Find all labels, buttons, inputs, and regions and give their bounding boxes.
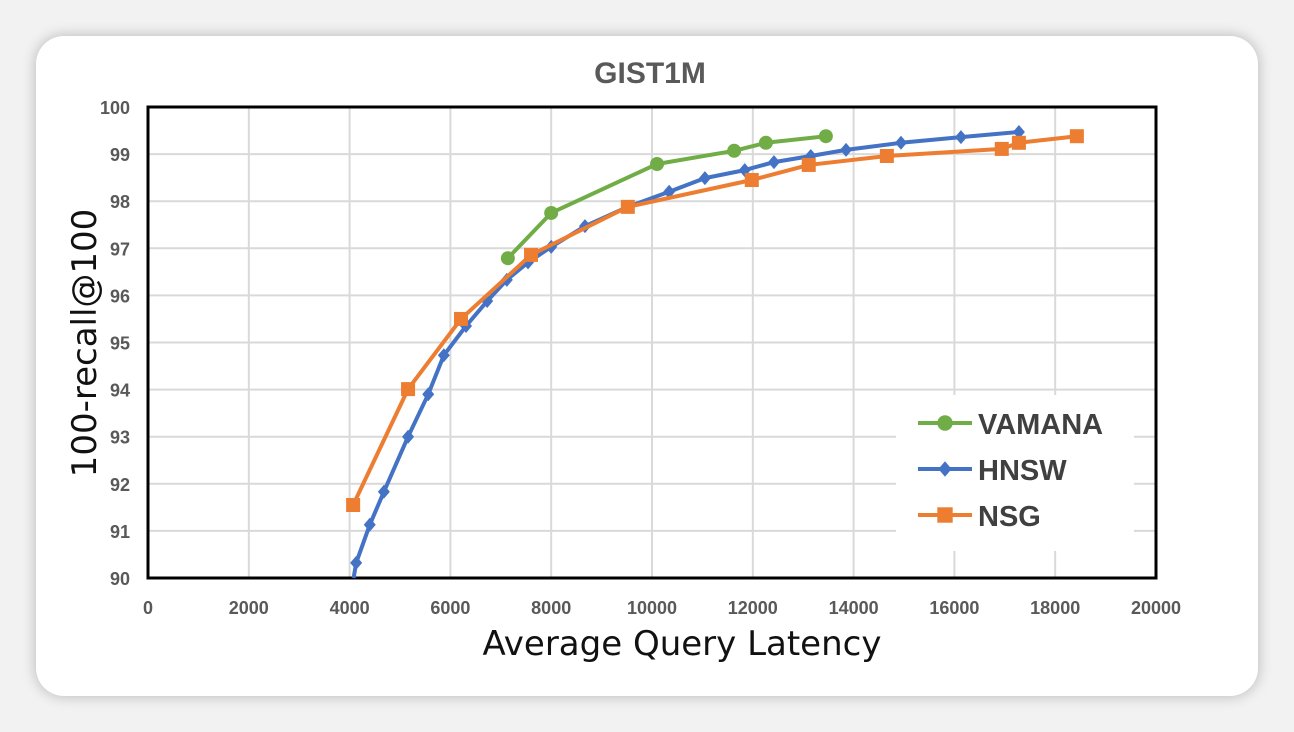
legend-label-vamana: VAMANA (978, 409, 1103, 441)
x-tick-label: 0 (143, 598, 153, 618)
data-point (363, 517, 376, 532)
data-point (346, 497, 361, 512)
data-point (401, 382, 416, 397)
y-tick-label: 97 (110, 239, 130, 259)
data-point (1011, 135, 1026, 150)
x-tick-label: 18000 (1030, 598, 1080, 618)
data-point (402, 429, 415, 444)
data-point (994, 141, 1009, 156)
data-point (744, 173, 759, 188)
series-line (506, 134, 827, 260)
y-tick-label: 95 (110, 334, 130, 354)
legend-marker (938, 461, 952, 477)
legend-marker (937, 415, 953, 431)
data-point (500, 272, 513, 287)
legend-label-nsg: NSG (978, 501, 1041, 533)
x-tick-label: 10000 (627, 598, 677, 618)
x-tick-label: 14000 (829, 598, 879, 618)
legend-marker (937, 507, 953, 523)
data-point (954, 130, 967, 145)
series-nsg (346, 129, 1084, 512)
legend-label-hnsw: HNSW (978, 455, 1067, 487)
data-point (840, 142, 853, 157)
y-tick-label: 98 (110, 192, 130, 212)
y-tick-label: 90 (110, 569, 130, 589)
data-point (698, 171, 711, 186)
x-tick-label: 6000 (430, 598, 470, 618)
data-point (437, 348, 450, 363)
data-point (524, 247, 539, 262)
chart-title: GIST1M (594, 57, 706, 90)
x-axis-label: Average Query Latency (483, 624, 882, 664)
data-point (620, 199, 635, 214)
x-tick-label: 12000 (728, 598, 778, 618)
data-point (500, 251, 515, 266)
x-tick-label: 20000 (1131, 598, 1181, 618)
data-point (422, 387, 435, 402)
data-point (350, 555, 363, 570)
plot-border (146, 105, 1158, 580)
y-axis-label: 100-recall@100 (65, 209, 105, 478)
y-tick-label: 94 (110, 381, 130, 401)
y-tick-label: 96 (110, 286, 130, 306)
y-tick-label: 93 (110, 428, 130, 448)
y-tick-label: 99 (110, 145, 130, 165)
data-point (377, 484, 390, 499)
data-point (453, 311, 468, 326)
data-point (767, 155, 780, 170)
data-point (801, 157, 816, 172)
data-point (894, 135, 907, 150)
data-point (879, 148, 894, 163)
data-point (727, 143, 742, 158)
y-tick-label: 100 (100, 98, 130, 118)
data-point (758, 135, 773, 150)
y-tick-label: 92 (110, 475, 130, 495)
x-tick-label: 16000 (929, 598, 979, 618)
x-tick-label: 8000 (531, 598, 571, 618)
data-point (818, 129, 833, 144)
data-point (650, 156, 665, 171)
x-tick-label: 4000 (330, 598, 370, 618)
data-point (544, 205, 559, 220)
data-point (1012, 124, 1025, 139)
x-tick-label: 2000 (229, 598, 269, 618)
series-vamana (500, 129, 833, 266)
y-tick-label: 91 (110, 522, 130, 542)
data-point (1069, 129, 1084, 144)
